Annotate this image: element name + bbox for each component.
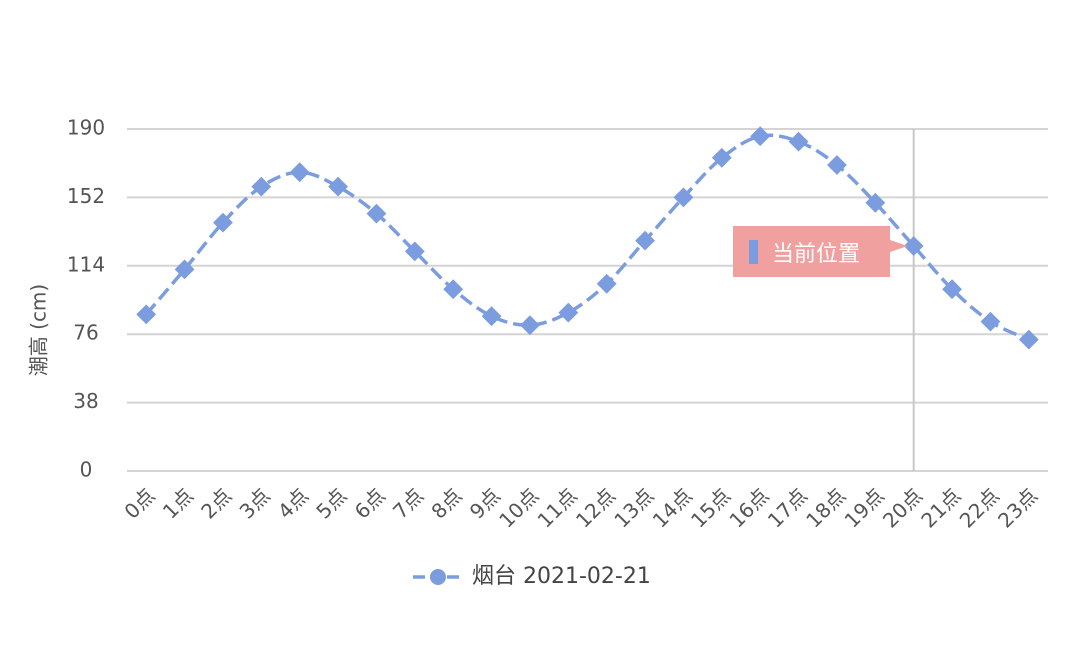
y-tick-label: 76: [73, 321, 98, 345]
data-point: [404, 241, 425, 262]
data-point: [827, 155, 847, 175]
x-tick-label: 20点: [878, 483, 927, 532]
data-point: [1018, 329, 1039, 350]
annotation: 当前位置: [733, 226, 908, 277]
series-line: [144, 133, 1030, 342]
data-point: [558, 302, 579, 323]
y-tick-label: 190: [67, 116, 105, 140]
legend-label: 烟台 2021-02-21: [472, 564, 651, 589]
data-point: [443, 279, 464, 300]
data-point: [213, 212, 233, 233]
annotation-box: [733, 226, 908, 277]
y-tick-label: 38: [73, 389, 98, 413]
y-axis-label: 潮高 (cm): [27, 284, 51, 376]
data-point: [596, 273, 617, 294]
x-tick-label: 16点: [725, 483, 774, 532]
x-tick-label: 8点: [426, 483, 466, 523]
annotation-text: 当前位置: [772, 242, 860, 267]
x-tick-label: 15点: [686, 483, 735, 532]
x-tick-label: 23点: [993, 483, 1042, 532]
x-tick-label: 1点: [158, 483, 198, 523]
y-tick-label: 114: [67, 252, 105, 276]
data-point: [289, 162, 310, 183]
legend-marker: [430, 569, 446, 585]
x-tick-label: 21点: [916, 483, 965, 532]
x-tick-label: 5点: [311, 483, 351, 523]
data-point: [942, 279, 962, 300]
x-tick-label: 13点: [609, 483, 658, 532]
x-tick-label: 2点: [196, 483, 236, 523]
x-tick-label: 22点: [955, 483, 1004, 532]
x-tick-label: 18点: [801, 483, 850, 532]
x-tick-label: 11点: [533, 483, 582, 532]
x-tick-label: 3点: [235, 483, 275, 523]
x-tick-label: 14点: [648, 483, 697, 532]
x-tick-label: 0点: [119, 483, 159, 523]
annotation-icon: [749, 240, 758, 264]
x-tick-label: 10点: [494, 483, 543, 532]
x-tick-label: 12点: [571, 483, 620, 532]
y-tick-label: 0: [80, 458, 93, 482]
data-point: [481, 306, 502, 327]
y-tick-label: 152: [67, 184, 105, 208]
x-tick-label: 19点: [840, 483, 889, 532]
data-point: [366, 203, 387, 224]
x-tick-label: 17点: [763, 483, 812, 532]
data-point: [328, 176, 348, 197]
data-point: [251, 176, 272, 197]
x-tick-label: 6点: [350, 483, 390, 523]
data-point: [136, 304, 157, 325]
data-point: [174, 259, 195, 280]
x-tick-label: 7点: [388, 483, 428, 523]
data-point: [520, 315, 540, 336]
x-tick-label: 4点: [273, 483, 313, 523]
data-point: [788, 131, 809, 152]
data-point: [980, 311, 1001, 332]
